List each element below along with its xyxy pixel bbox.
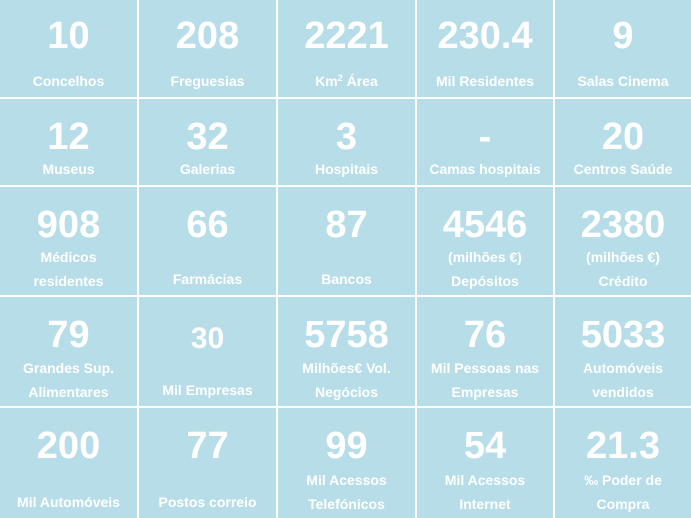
stat-tile: 30 Mil Empresas [139,297,276,406]
stat-value: 77 [186,425,229,467]
stat-value: 32 [186,116,229,158]
stat-label: Postos correio [158,494,257,510]
stat-value: 20 [601,116,645,158]
stat-value: 4546 [442,204,528,246]
stat-tile: 2221 Km2 Área [278,0,415,97]
stat-tile: 76 Mil Pessoas nas Empresas [417,297,553,406]
stat-tile: 2380 (milhões €) Crédito [555,187,691,295]
stat-tile: 21.3 ‰ Poder de Compra [555,408,691,518]
stat-value: 230.4 [437,15,533,57]
stat-value: 208 [175,15,240,57]
stat-tile: 87 Bancos [278,187,415,295]
stat-label: Mil Empresas [162,382,253,398]
stat-tile: 908 Médicos residentes [0,187,137,295]
stat-tile: 99 Mil Acessos Telefónicos [278,408,415,518]
stat-label: Freguesias [170,73,245,89]
stat-value: 2221 [304,15,389,57]
stat-tile: 12 Museus [0,99,137,185]
stat-value: 10 [47,15,90,57]
stat-label: Museus [42,161,95,177]
stat-tile: 5033 Automóveis vendidos [555,297,691,406]
stat-value: 5758 [304,314,389,356]
stat-label: Médicos residentes [33,249,104,289]
stat-value: 2380 [580,204,666,246]
stat-tile: 3 Hospitais [278,99,415,185]
stat-value: 99 [325,425,368,467]
stat-value: 66 [186,204,229,246]
stat-label: (milhões €) Depósitos [448,249,522,289]
stat-label: Bancos [321,271,372,287]
stat-tile: 230.4 Mil Residentes [417,0,553,97]
stat-value: 3 [335,116,358,158]
stat-value: 30 [190,322,225,355]
stat-value: 87 [325,204,368,246]
stat-tile: 5758 Milhões€ Vol. Negócios [278,297,415,406]
stat-tile: 32 Galerias [139,99,276,185]
stat-tile: 66 Farmácias [139,187,276,295]
stat-label: Mil Acessos Internet [444,472,526,512]
stat-value: 79 [47,314,90,356]
stat-value: 12 [47,116,90,158]
stat-value: 200 [36,425,101,467]
stat-value: 5033 [580,314,666,356]
stat-tile: 208 Freguesias [139,0,276,97]
stat-value: - [478,116,492,158]
stat-label: Mil Residentes [435,73,535,89]
stat-tile: 200 Mil Automóveis [0,408,137,518]
stat-tile: 10 Concelhos [0,0,137,97]
stat-label: Farmácias [172,271,243,287]
stat-tile: - Camas hospitais [417,99,553,185]
stat-label: (milhões €) Crédito [586,249,660,289]
stat-label: Centros Saúde [573,161,673,177]
stat-tile: 4546 (milhões €) Depósitos [417,187,553,295]
stat-tile: 77 Postos correio [139,408,276,518]
stat-label: Galerias [179,161,236,177]
stat-label: Salas Cinema [577,73,669,89]
stat-value: 76 [463,314,507,356]
stat-value: 9 [612,15,634,57]
stat-label: Mil Pessoas nas Empresas [430,360,540,400]
stat-value: 21.3 [586,425,660,467]
stat-value: 54 [463,425,507,467]
stat-tile: 20 Centros Saúde [555,99,691,185]
stat-label: Milhões€ Vol. Negócios [302,360,391,400]
stat-label: Hospitais [314,161,378,177]
stat-label: Km2 Área [315,73,378,89]
stat-label: Mil Automóveis [17,494,120,510]
stat-tile: 9 Salas Cinema [555,0,691,97]
stat-label: ‰ Poder de Compra [584,472,662,512]
stat-label: Grandes Sup. Alimentares [22,360,115,400]
stat-label: Automóveis vendidos [582,360,664,400]
stat-value: 908 [36,204,101,246]
stat-label: Camas hospitais [429,161,541,177]
stat-label: Mil Acessos Telefónicos [306,472,387,512]
stat-tile: 79 Grandes Sup. Alimentares [0,297,137,406]
stat-label: Concelhos [32,73,105,89]
stat-tile: 54 Mil Acessos Internet [417,408,553,518]
